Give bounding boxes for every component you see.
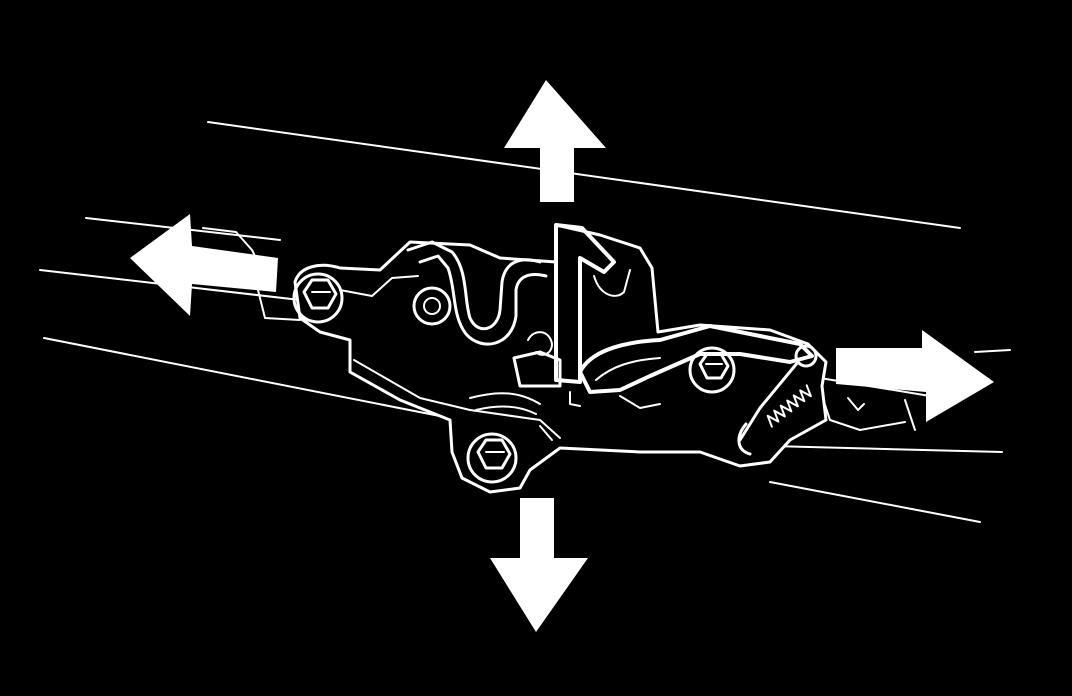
bolt-right [688, 346, 736, 394]
spring-coil [766, 384, 812, 428]
pivot-outer [412, 286, 452, 326]
latch-base-plate [293, 223, 828, 494]
bolt-bottom [466, 432, 518, 484]
spring-icon [737, 360, 812, 456]
arrow-up-icon [504, 80, 606, 202]
plate-stamp-lower-2 [475, 405, 537, 415]
spring-outline [738, 360, 800, 442]
panel-notch-right-edge [904, 399, 916, 431]
plate-contour-upper [339, 275, 419, 297]
pivot-inner [423, 297, 441, 315]
panel-notch-left [257, 289, 301, 321]
latch-tab [569, 391, 581, 407]
spring-hook [737, 422, 752, 456]
panel-tab-right [847, 397, 865, 411]
lever-edge [595, 357, 661, 381]
panel-line-top [207, 121, 961, 229]
latch-channel [406, 240, 542, 331]
arrow-left-icon [130, 214, 278, 316]
arrow-down-icon [490, 498, 588, 632]
lever-foot [619, 395, 661, 409]
plate-stamp-lower [469, 392, 541, 405]
bolt-upper-left [292, 272, 344, 324]
latch-channel-inner [418, 254, 548, 346]
panel-notch-right [819, 389, 906, 431]
latch-cam [527, 331, 553, 356]
safety-lever [578, 324, 814, 394]
plate-contour-lower [353, 359, 561, 439]
latch-mechanism [406, 223, 818, 409]
plate-rib [539, 425, 553, 441]
arrow-right-icon [836, 330, 994, 422]
panel-line-bottom-right [769, 481, 981, 523]
lever-eye [794, 344, 818, 368]
panel-line-right-tick [974, 349, 1011, 353]
panel-line-lower-left [43, 337, 461, 421]
hook-curve [593, 269, 631, 297]
bolt-icon [292, 272, 736, 484]
